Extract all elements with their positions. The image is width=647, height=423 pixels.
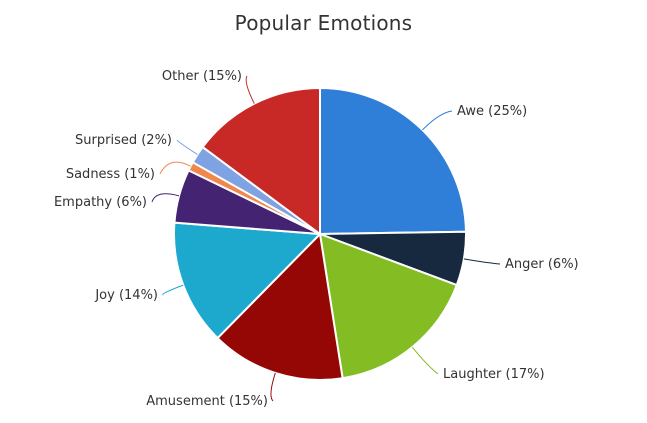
slice-label-surprised: Surprised (2%)	[75, 133, 172, 148]
label-connector-empathy	[151, 193, 180, 203]
slice-label-empathy: Empathy (6%)	[54, 195, 147, 210]
label-connector-surprised	[176, 139, 198, 155]
slice-label-joy: Joy (14%)	[94, 288, 158, 303]
pie-slice-joy[interactable]	[173, 221, 321, 340]
label-connector-laughter	[411, 346, 439, 375]
slice-label-laughter: Laughter (17%)	[443, 367, 545, 382]
label-connector-awe	[422, 110, 453, 131]
chart-title: Popular Emotions	[234, 11, 413, 35]
slice-label-other: Other (15%)	[162, 69, 242, 84]
pie-slice-awe[interactable]	[319, 87, 467, 235]
label-connector-anger	[463, 258, 501, 265]
label-connector-sadness	[159, 161, 191, 175]
label-connector-joy	[162, 284, 184, 296]
label-connector-amusement	[270, 372, 276, 402]
label-connector-other	[245, 75, 255, 104]
slice-label-sadness: Sadness (1%)	[66, 167, 155, 182]
slice-label-amusement: Amusement (15%)	[146, 394, 268, 409]
slice-label-anger: Anger (6%)	[505, 257, 579, 272]
slice-label-awe: Awe (25%)	[457, 104, 527, 119]
